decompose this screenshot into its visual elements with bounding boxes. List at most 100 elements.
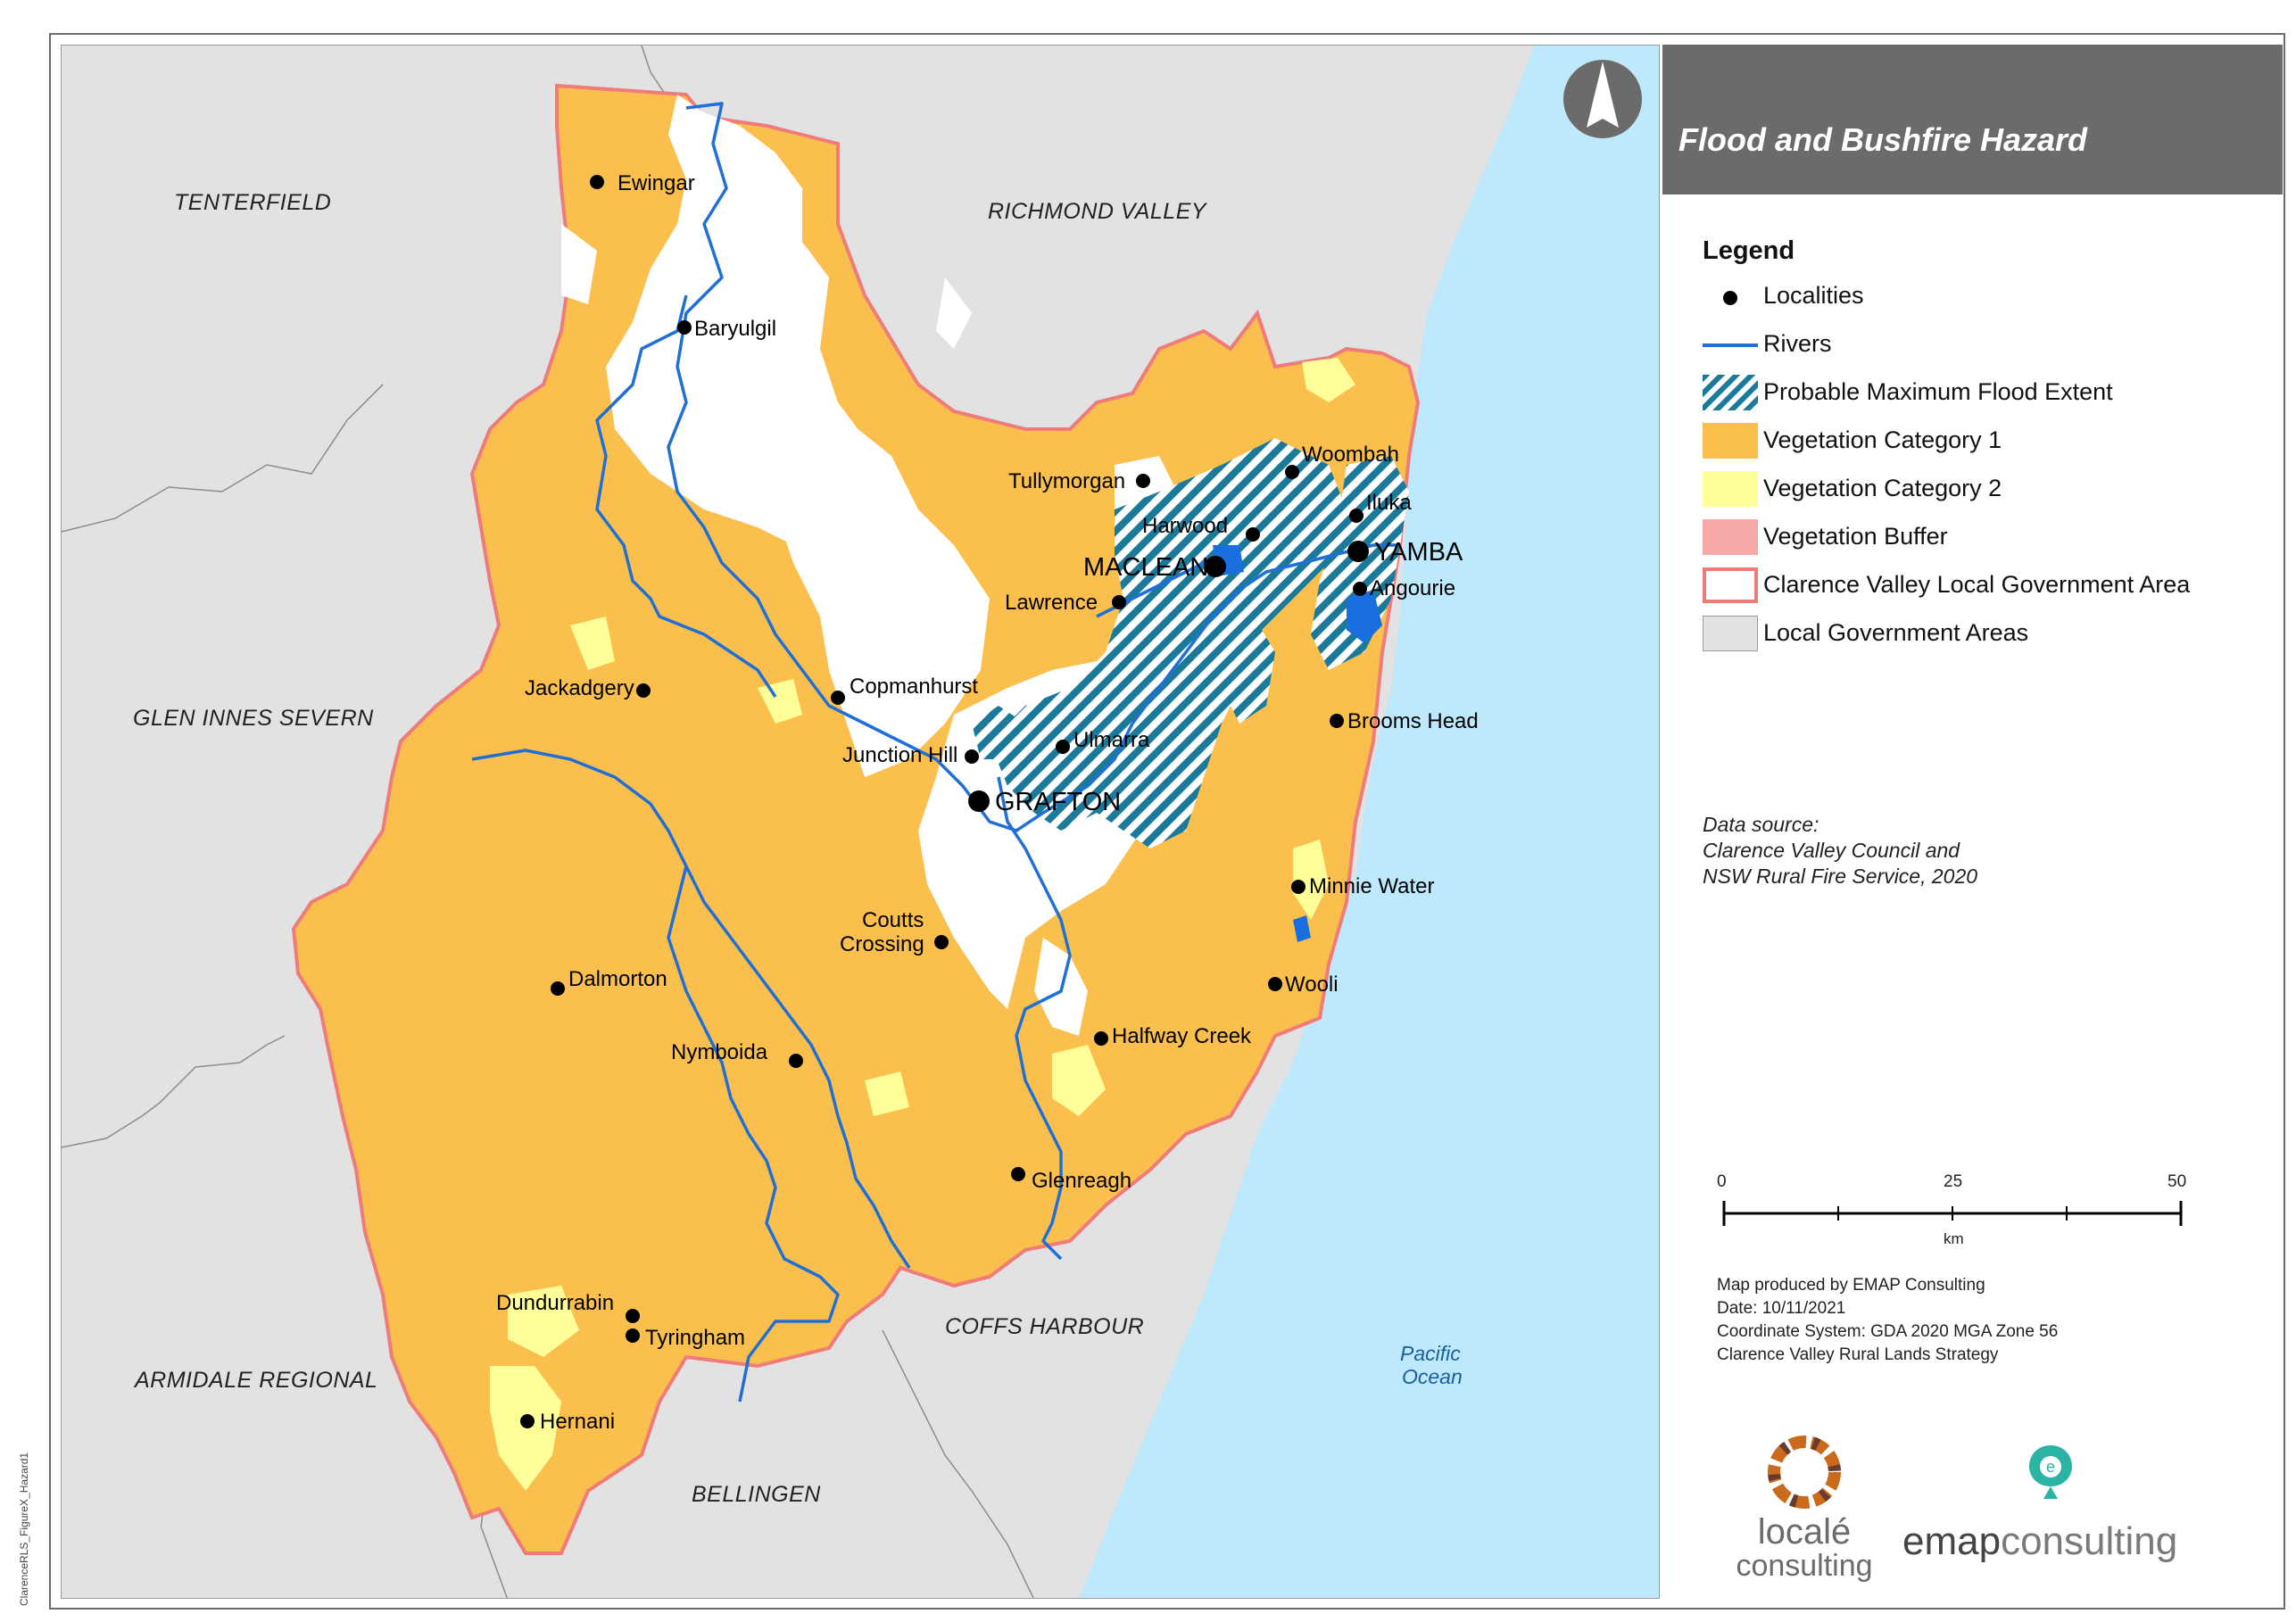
legend-label: Rivers xyxy=(1763,330,1832,357)
lga-label-coffs-harbour: COFFS HARBOUR xyxy=(945,1314,1144,1339)
logos: localé consulting e emapconsulting xyxy=(1736,1436,2177,1583)
locale-logo-line2: consulting xyxy=(1736,1549,1872,1583)
locality-crossing: Crossing xyxy=(840,932,924,956)
town-yamba: YAMBA xyxy=(1374,538,1463,567)
locality-dot xyxy=(1353,582,1367,596)
locality-minnie-water: Minnie Water xyxy=(1309,874,1434,898)
locality-dot xyxy=(590,175,604,189)
clarence-valley-lga xyxy=(291,83,1421,1555)
locality-dot xyxy=(965,749,979,764)
locality-wooli: Wooli xyxy=(1285,972,1339,997)
locality-angourie: Angourie xyxy=(1370,576,1455,600)
locality-harwood: Harwood xyxy=(1142,514,1228,538)
town-grafton: GRAFTON xyxy=(995,788,1121,816)
veg1-swatch-icon xyxy=(1703,423,1758,459)
locality-copmanhurst: Copmanhurst xyxy=(850,674,978,699)
lga-labels: TENTERFIELD RICHMOND VALLEY GLEN INNES S… xyxy=(133,190,1208,1507)
lga-label-glen-innes-severn: GLEN INNES SEVERN xyxy=(133,706,374,731)
credit-line: Coordinate System: GDA 2020 MGA Zone 56 xyxy=(1717,1322,2059,1341)
title-bar: Flood and Bushfire Hazard xyxy=(1662,45,2283,194)
locality-labels: Ewingar Baryulgil Tullymorgan Woombah Il… xyxy=(496,171,1479,1434)
locality-glenreagh: Glenreagh xyxy=(1032,1169,1131,1193)
emap-consulting-logo: e emapconsulting xyxy=(1902,1445,2177,1563)
locality-halfway-creek: Halfway Creek xyxy=(1112,1024,1252,1048)
locality-dots xyxy=(520,175,1369,1428)
veg2-swatch-icon xyxy=(1703,471,1758,507)
locality-dot xyxy=(1349,509,1364,523)
locale-consulting-logo: localé consulting xyxy=(1736,1436,1873,1583)
locality-dot xyxy=(1246,527,1260,542)
legend-heading: Legend xyxy=(1703,236,1795,265)
locality-dot xyxy=(1285,465,1299,479)
locality-nymboida: Nymboida xyxy=(671,1040,768,1064)
scale-label-25: 25 xyxy=(1944,1172,1962,1191)
locality-woombah: Woombah xyxy=(1302,443,1399,467)
outline-swatch-icon xyxy=(1703,567,1758,603)
town-maclean: MACLEAN xyxy=(1083,553,1208,582)
town-dot xyxy=(968,790,990,812)
locality-ulmarra: Ulmarra xyxy=(1073,728,1150,752)
credit-line: Clarence Valley Rural Lands Strategy xyxy=(1717,1345,1999,1364)
orara-river xyxy=(997,776,1072,1261)
locality-dot xyxy=(626,1309,640,1323)
locality-dot xyxy=(1112,595,1126,609)
legend-label: Vegetation Buffer xyxy=(1763,523,1948,550)
town-dot xyxy=(1205,556,1226,577)
credit-line: Map produced by EMAP Consulting xyxy=(1717,1276,1985,1295)
locality-dot xyxy=(626,1328,640,1343)
data-source-line: NSW Rural Fire Service, 2020 xyxy=(1703,865,1978,888)
emap-logo-rest: consulting xyxy=(2001,1519,2177,1563)
ocean-label-line1: Pacific xyxy=(1400,1342,1461,1365)
locality-dot-icon xyxy=(1723,291,1737,305)
svg-text:e: e xyxy=(2046,1458,2055,1476)
map-canvas[interactable]: TENTERFIELD RICHMOND VALLEY GLEN INNES S… xyxy=(61,45,1660,1599)
scale-label-0: 0 xyxy=(1717,1172,1727,1191)
map-title: Flood and Bushfire Hazard xyxy=(1678,121,2088,158)
legend-label: Local Government Areas xyxy=(1763,619,2029,646)
svg-text:emapconsulting: emapconsulting xyxy=(1902,1519,2177,1563)
locality-dot xyxy=(1291,880,1305,894)
scale-bar: 0 25 50 km xyxy=(1717,1172,2186,1247)
data-source-line: Data source: xyxy=(1703,813,1819,836)
grey-swatch-icon xyxy=(1703,616,1758,651)
emap-logo-bold: emap xyxy=(1902,1519,2001,1563)
river-line-icon xyxy=(1703,343,1758,347)
scale-label-50: 50 xyxy=(2168,1172,2186,1191)
locality-dot xyxy=(789,1054,803,1068)
legend-label: Clarence Valley Local Government Area xyxy=(1763,571,2191,598)
hatch-swatch-icon xyxy=(1703,375,1758,410)
locality-baryulgil: Baryulgil xyxy=(694,317,776,341)
locale-logo-line1: localé xyxy=(1758,1512,1852,1552)
locality-dot xyxy=(1011,1167,1025,1181)
locality-dalmorton: Dalmorton xyxy=(568,967,667,991)
lga-label-bellingen: BELLINGEN xyxy=(692,1482,821,1507)
town-labels: YAMBA MACLEAN GRAFTON xyxy=(995,538,1463,816)
data-source-line: Clarence Valley Council and xyxy=(1703,839,1960,862)
locality-tyringham: Tyringham xyxy=(645,1326,745,1350)
nymboida-upper xyxy=(667,865,840,1403)
locality-hernani: Hernani xyxy=(540,1410,615,1434)
town-dot xyxy=(1347,541,1369,562)
locality-brooms-head: Brooms Head xyxy=(1347,709,1479,733)
legend-item-veg-buffer: Vegetation Buffer xyxy=(1703,519,2274,555)
legend-item-localities: Localities xyxy=(1703,278,2274,314)
locality-dot xyxy=(520,1414,535,1428)
vegetation-category-2 xyxy=(490,358,1355,1491)
locality-tullymorgan: Tullymorgan xyxy=(1008,469,1125,493)
lga-label-richmond-valley: RICHMOND VALLEY xyxy=(988,199,1208,224)
legend-item-clarence-lga: Clarence Valley Local Government Area xyxy=(1703,567,2274,603)
locality-dot xyxy=(1094,1031,1108,1046)
figure-code: ClarenceRLS_FigureX_Hazard1 xyxy=(18,1452,30,1606)
legend-label: Localities xyxy=(1763,282,1864,309)
map-svg: TENTERFIELD RICHMOND VALLEY GLEN INNES S… xyxy=(62,46,1659,1598)
legend-item-flood-extent: Probable Maximum Flood Extent xyxy=(1703,375,2274,410)
north-arrow-icon xyxy=(1563,60,1642,138)
locality-lawrence: Lawrence xyxy=(1005,591,1098,615)
legend-item-veg-cat1: Vegetation Category 1 xyxy=(1703,423,2274,459)
scale-unit: km xyxy=(1944,1230,1964,1247)
locality-dot xyxy=(831,691,845,705)
locality-dundurrabin: Dundurrabin xyxy=(496,1291,614,1315)
locality-dot xyxy=(636,683,651,698)
lga-label-armidale-regional: ARMIDALE REGIONAL xyxy=(133,1368,377,1393)
locality-dot xyxy=(677,320,692,335)
